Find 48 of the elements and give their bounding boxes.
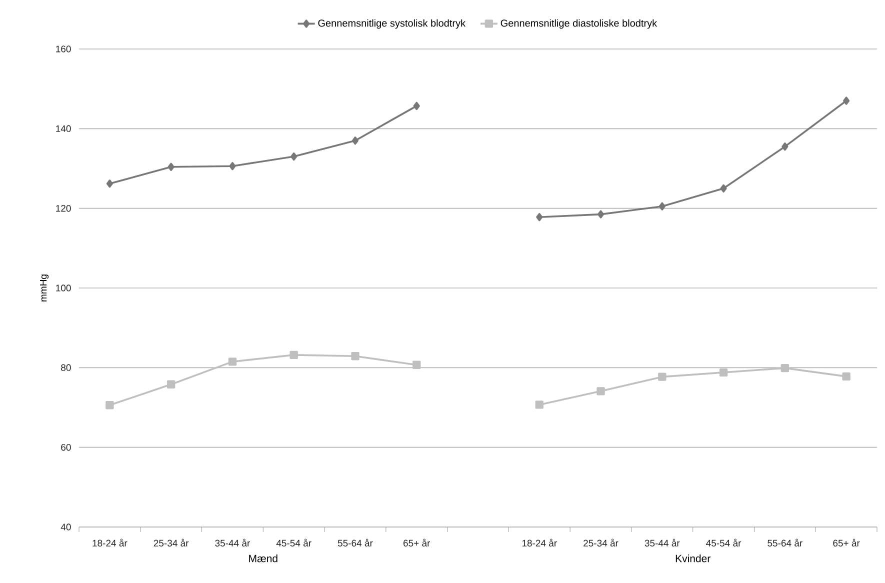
y-tick-label: 160 [56, 46, 71, 52]
point [412, 360, 421, 369]
x-tick-label: 35-44 år [644, 538, 680, 547]
x-tick-label: 18-24 år [522, 538, 557, 547]
point [228, 358, 237, 366]
x-tick-label: 45-54 år [706, 538, 742, 547]
point [352, 136, 359, 145]
point [106, 180, 113, 188]
y-axis-title: mmHg [40, 274, 49, 302]
text: Mænd [249, 554, 278, 562]
point [658, 202, 666, 210]
point [290, 152, 298, 161]
point [780, 364, 790, 372]
y-tick-label: 100 [56, 284, 71, 292]
point [168, 162, 174, 171]
x-tick-label: 35-44 år [215, 538, 250, 547]
x-tick-label: 45-54 år [276, 538, 312, 547]
point [596, 387, 605, 396]
x-tick-label: 25-34 år [584, 538, 618, 547]
point [106, 401, 114, 410]
x-tick-label: 65+ år [404, 538, 430, 547]
point [413, 102, 420, 110]
y-tick-label: 40 [60, 524, 71, 530]
y-tick-label: 60 [61, 444, 71, 451]
point [597, 210, 604, 218]
point [351, 352, 360, 360]
point [843, 96, 850, 105]
x-tick-label: 18-24 år [92, 538, 128, 547]
point [719, 368, 728, 377]
point [782, 142, 788, 151]
point [166, 380, 176, 388]
x-tick-label: 55-64 år [768, 538, 802, 547]
point [229, 162, 236, 170]
x-tick-label: 55-64 år [338, 538, 373, 547]
point [842, 372, 850, 381]
x-tick-label: 65+ år [833, 538, 860, 547]
legend-label: Gennemsnitlige diastoliske blodtryk [500, 19, 658, 29]
legend-label: Gennemsnitlige systolisk blodtryk [318, 19, 466, 29]
point [536, 212, 543, 222]
text: Kvinder [676, 554, 710, 562]
point [535, 400, 544, 409]
x-tick-label: 25-34 år [154, 538, 189, 547]
point [658, 372, 666, 381]
point [290, 350, 298, 360]
y-tick-label: 120 [56, 204, 71, 212]
point [720, 184, 727, 193]
y-tick-label: 140 [56, 125, 71, 132]
y-tick-label: 80 [61, 364, 71, 372]
